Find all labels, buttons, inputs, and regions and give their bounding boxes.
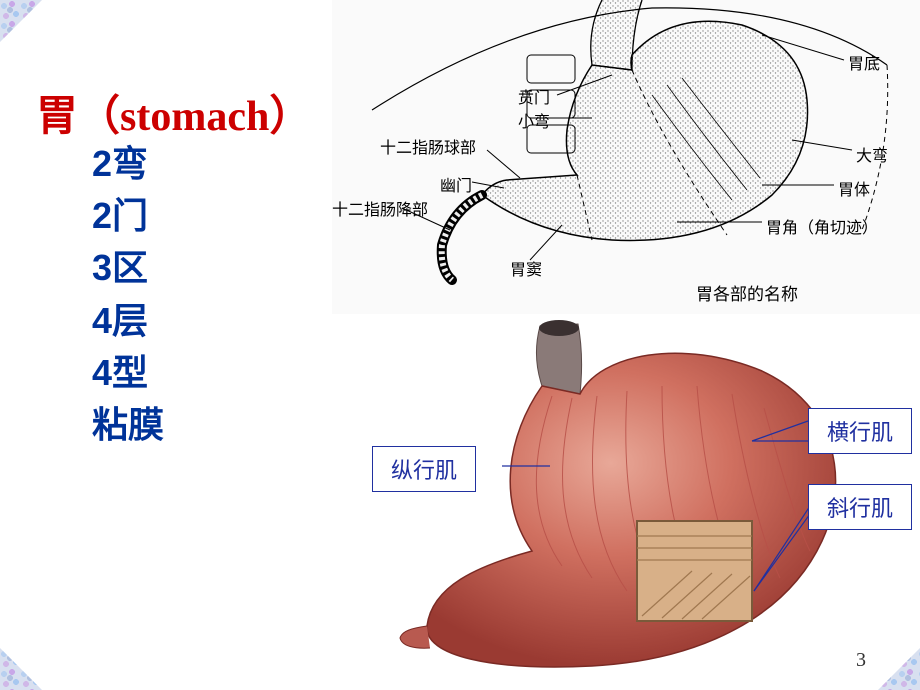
page-number: 3 xyxy=(856,649,866,672)
label-fundus: 胃底 xyxy=(848,50,880,74)
diagram-caption: 胃各部的名称 xyxy=(696,280,798,305)
title-english: stomach xyxy=(120,94,269,140)
corner-decoration-bl xyxy=(0,648,42,690)
label-lesser-curve: 小弯 xyxy=(518,108,550,132)
label-duodenum-desc: 十二指肠降部 xyxy=(332,196,428,220)
label-angular-notch: 胃角（角切迹） xyxy=(766,214,878,238)
bullet-item: 2弯 xyxy=(92,138,164,190)
title-paren-close: ） xyxy=(269,94,311,140)
bullet-item: 2门 xyxy=(92,190,164,242)
stomach-parts-diagram: 贲门 小弯 十二指肠球部 幽门 十二指肠降部 胃窦 胃底 大弯 胃体 胃角（角切… xyxy=(332,0,920,314)
label-antrum: 胃窦 xyxy=(510,256,542,280)
bullet-num: 2 xyxy=(92,195,112,236)
page-title: 胃（stomach） xyxy=(36,82,311,143)
bullet-item: 4型 xyxy=(92,347,164,399)
label-body: 胃体 xyxy=(838,176,870,200)
bullet-list: 2弯 2门 3区 4层 4型 粘膜 xyxy=(92,138,164,451)
bullet-item: 粘膜 xyxy=(92,399,164,451)
bullet-text: 型 xyxy=(112,352,148,393)
bullet-text: 粘膜 xyxy=(92,404,164,445)
bullet-text: 层 xyxy=(112,300,148,341)
bullet-num: 3 xyxy=(92,247,112,288)
label-longitudinal-muscle: 纵行肌 xyxy=(372,446,476,492)
bullet-num: 4 xyxy=(92,352,112,393)
bullet-item: 4层 xyxy=(92,295,164,347)
bullet-text: 弯 xyxy=(112,143,148,184)
label-duodenal-bulb: 十二指肠球部 xyxy=(380,134,476,158)
label-cardia: 贲门 xyxy=(518,84,550,108)
title-main: 胃 xyxy=(36,92,78,139)
stomach-muscle-diagram: 纵行肌 横行肌 斜行肌 xyxy=(332,316,920,678)
bullet-text: 门 xyxy=(112,195,148,236)
title-paren-open: （ xyxy=(78,94,120,140)
label-greater-curve: 大弯 xyxy=(856,142,888,166)
bullet-num: 2 xyxy=(92,143,112,184)
corner-decoration-tl xyxy=(0,0,42,42)
label-circular-muscle: 横行肌 xyxy=(808,408,912,454)
label-oblique-muscle: 斜行肌 xyxy=(808,484,912,530)
bullet-text: 区 xyxy=(112,247,148,288)
label-pylorus: 幽门 xyxy=(440,172,472,196)
bullet-item: 3区 xyxy=(92,242,164,294)
bullet-num: 4 xyxy=(92,300,112,341)
